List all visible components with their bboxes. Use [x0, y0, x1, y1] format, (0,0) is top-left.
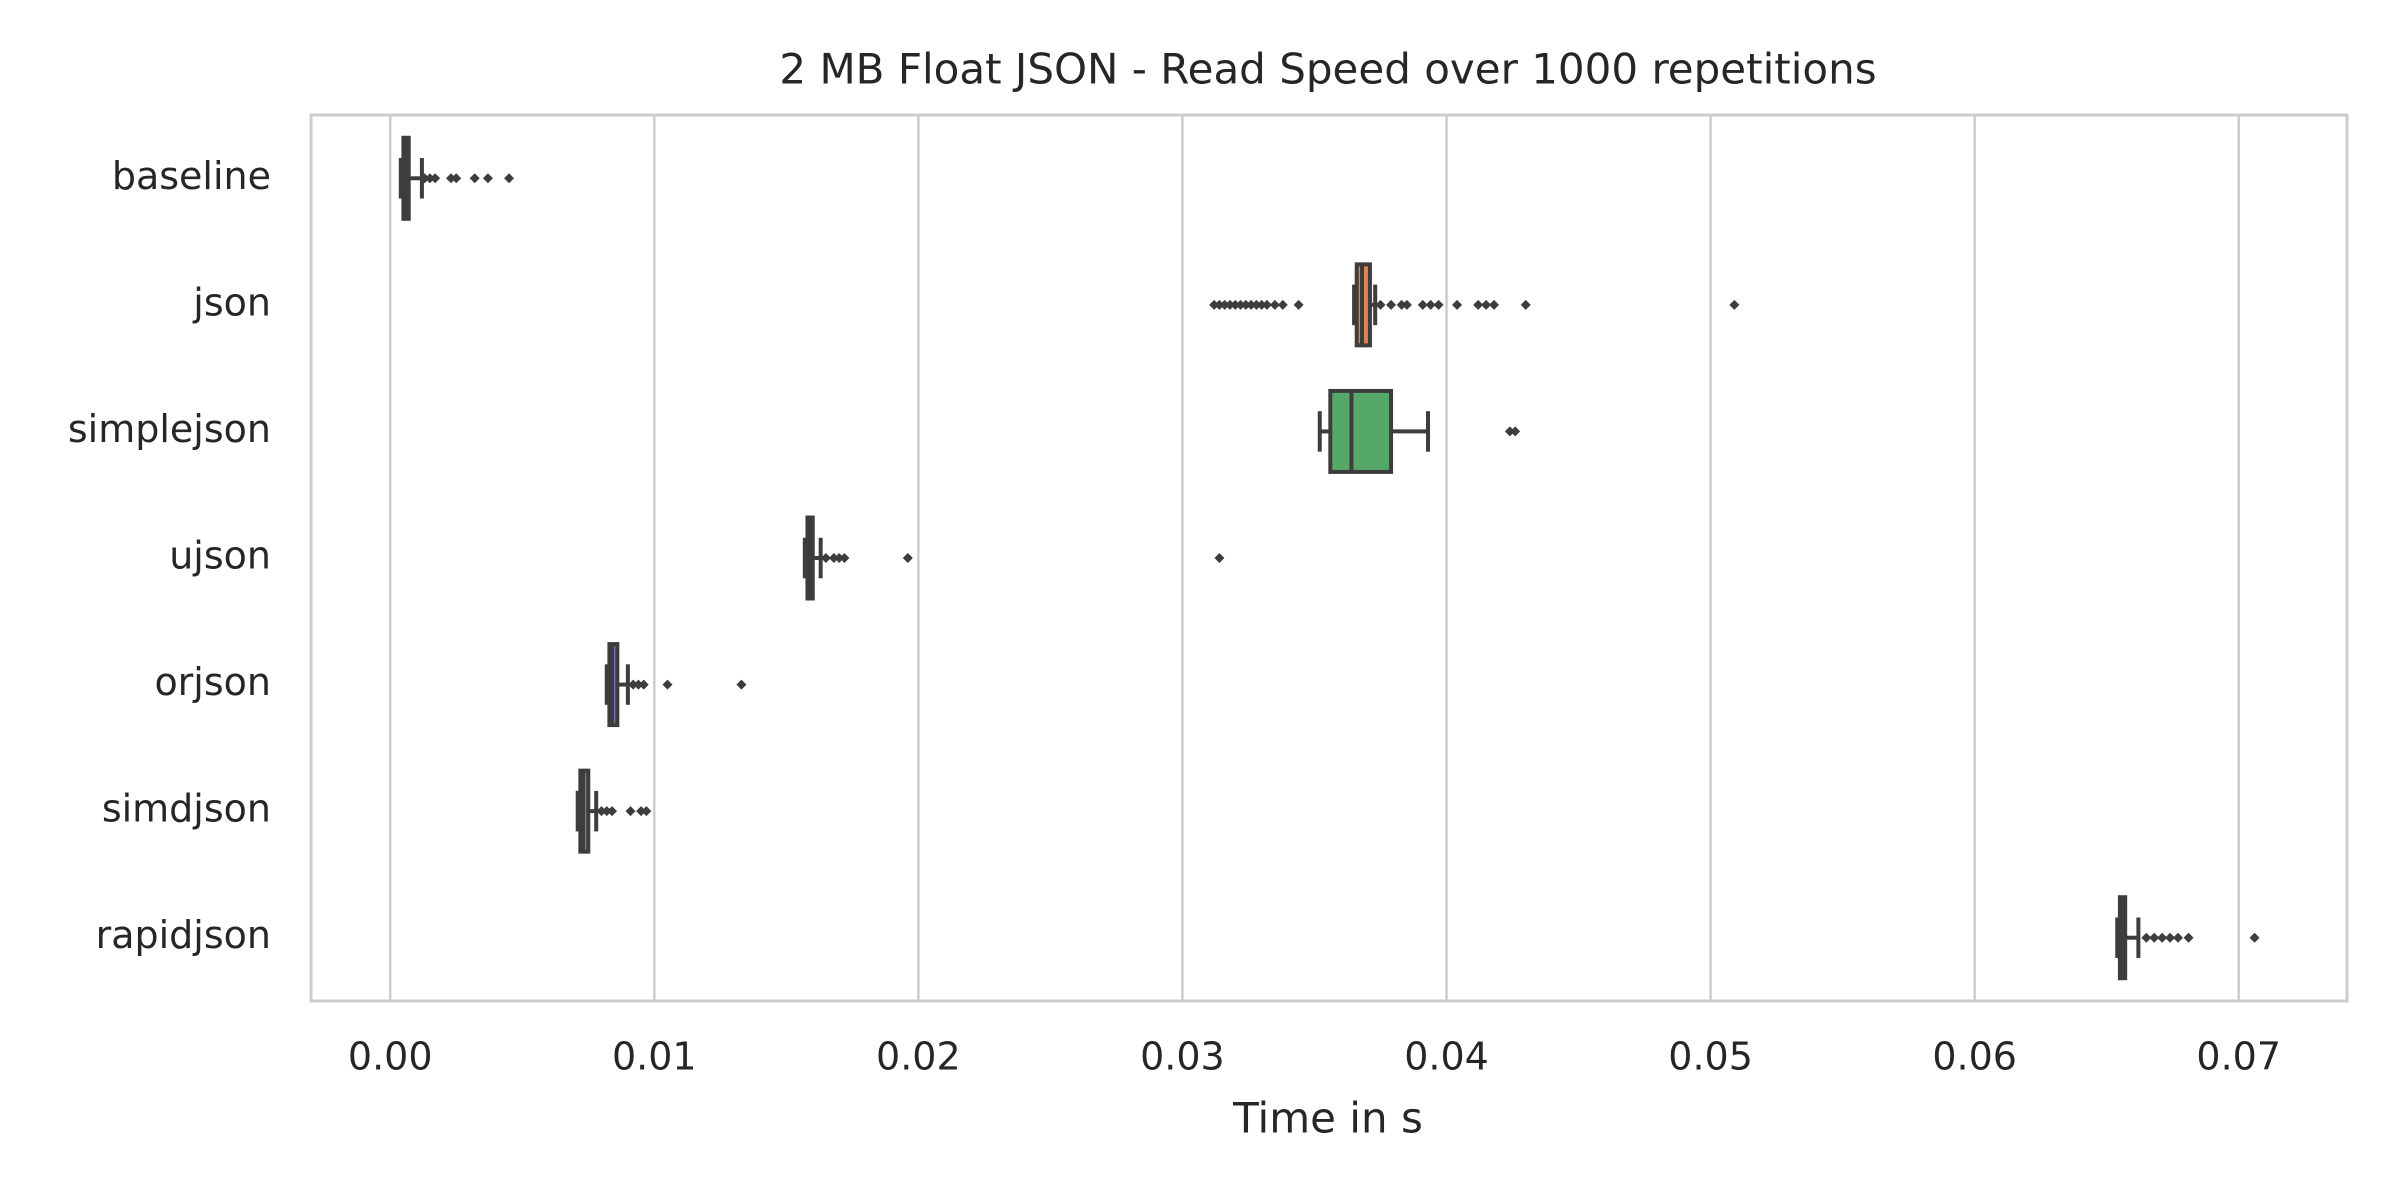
outlier — [596, 806, 607, 817]
chart-title: 2 MB Float JSON - Read Speed over 1000 r… — [779, 45, 1876, 94]
outlier — [2172, 932, 2183, 943]
outlier — [1261, 299, 1272, 310]
outlier — [1293, 299, 1304, 310]
outlier — [1425, 299, 1436, 310]
outlier — [1386, 299, 1397, 310]
outlier — [1510, 426, 1521, 437]
outlier — [1277, 299, 1288, 310]
x-tick-label: 0.07 — [2196, 1035, 2281, 1079]
outlier — [445, 173, 456, 184]
outlier — [1401, 299, 1412, 310]
y-tick-label: simdjson — [102, 787, 271, 831]
outlier — [1269, 299, 1280, 310]
outlier — [451, 173, 462, 184]
outlier — [1396, 299, 1407, 310]
outlier — [430, 173, 441, 184]
y-tick-label: ujson — [169, 534, 271, 578]
outlier — [1452, 299, 1463, 310]
y-tick-label: simplejson — [68, 407, 271, 451]
x-tick-label: 0.05 — [1668, 1035, 1753, 1079]
outlier — [636, 806, 647, 817]
x-axis-label: Time in s — [1232, 1094, 1423, 1143]
outlier — [607, 806, 618, 817]
box — [1328, 388, 1394, 474]
outlier — [839, 553, 850, 563]
x-tick-label: 0.00 — [348, 1035, 433, 1079]
outlier — [662, 679, 673, 690]
outlier — [1219, 299, 1230, 310]
outlier — [424, 173, 435, 184]
outlier — [1729, 299, 1740, 310]
outlier — [736, 679, 747, 690]
y-tick-label: orjson — [154, 660, 271, 704]
outlier — [1251, 299, 1262, 310]
y-tick-label: baseline — [112, 154, 271, 198]
outlier — [1240, 299, 1251, 310]
x-tick-label: 0.06 — [1932, 1035, 2017, 1079]
outlier — [1230, 299, 1241, 310]
outlier — [504, 173, 515, 184]
outlier — [2165, 932, 2176, 943]
outlier — [1224, 299, 1235, 310]
outlier — [1214, 299, 1225, 310]
outlier — [1433, 299, 1444, 310]
outlier — [2183, 932, 2194, 943]
y-tick-label: rapidjson — [96, 913, 271, 957]
outlier — [820, 553, 831, 563]
outlier — [1504, 426, 1515, 437]
outlier — [1481, 299, 1492, 310]
outlier — [1473, 299, 1484, 310]
outlier — [1489, 299, 1500, 310]
outlier — [1375, 299, 1386, 310]
outlier — [2249, 932, 2260, 943]
outlier — [834, 553, 845, 563]
plot-frame — [309, 113, 2349, 1003]
outlier — [419, 173, 430, 184]
outlier — [633, 679, 644, 690]
outlier — [601, 806, 612, 817]
outlier — [902, 553, 913, 563]
outlier — [1209, 299, 1220, 310]
outlier — [1417, 299, 1428, 310]
outlier — [1235, 299, 1246, 310]
x-tick-label: 0.03 — [1140, 1035, 1225, 1079]
outlier — [638, 679, 649, 690]
outlier — [1520, 299, 1531, 310]
outlier — [2157, 932, 2168, 943]
outlier — [2149, 932, 2160, 943]
x-tick-label: 0.04 — [1404, 1035, 1489, 1079]
outlier — [628, 679, 639, 690]
x-tick-label: 0.02 — [876, 1035, 961, 1079]
x-tick-label: 0.01 — [612, 1035, 697, 1079]
y-tick-label: json — [192, 280, 271, 324]
outlier — [469, 173, 480, 184]
outlier — [2141, 932, 2152, 943]
outlier — [828, 553, 839, 563]
outlier — [625, 806, 636, 817]
outlier — [1214, 553, 1225, 563]
outlier — [1256, 299, 1267, 310]
outlier — [1246, 299, 1257, 310]
outlier — [482, 173, 493, 184]
outlier — [641, 806, 652, 817]
